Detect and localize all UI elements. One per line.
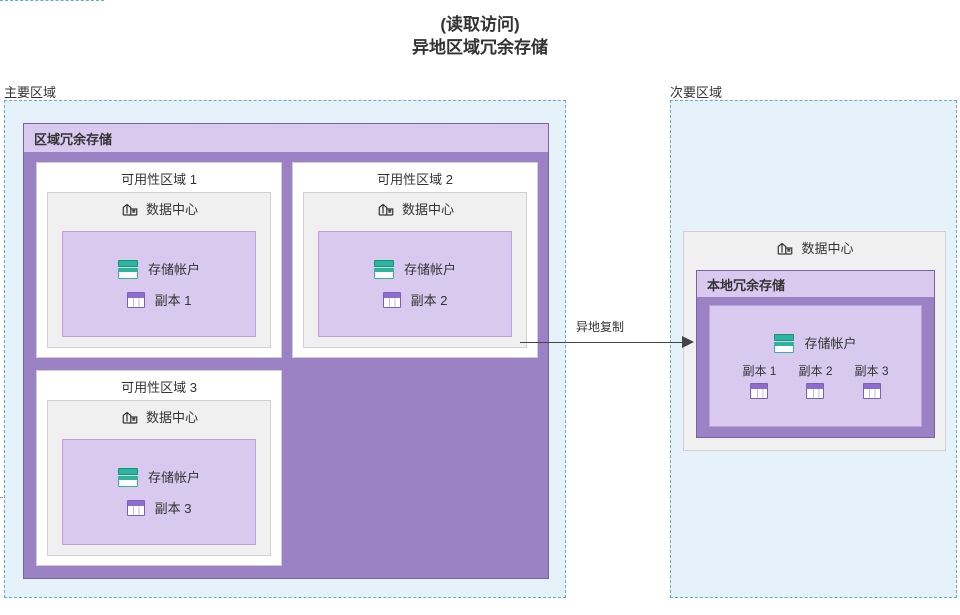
az1-dc-header: 数据中心	[48, 193, 270, 222]
secondary-replica-1: 副本 1	[742, 362, 776, 399]
az3-storage-row: 存储帐户	[118, 467, 200, 486]
az1-dc-label: 数据中心	[146, 199, 198, 218]
az3-title: 可用性区域 3	[37, 371, 281, 400]
az2-dc-label: 数据中心	[402, 199, 454, 218]
datacenter-icon	[120, 408, 140, 426]
az1-replica-row: 副本 1	[127, 290, 192, 309]
az3-replica-label: 副本 3	[155, 498, 192, 517]
storage-icon	[774, 334, 794, 352]
zrs-title: 区域冗余存储	[24, 124, 548, 152]
replica-icon	[127, 292, 145, 308]
lrs-container: 本地冗余存储 存储帐户 副本 1 副本 2 副本 3	[696, 270, 935, 438]
secondary-storage-label: 存储帐户	[804, 333, 856, 352]
secondary-dc-header: 数据中心	[684, 232, 945, 261]
replica-icon	[863, 383, 881, 399]
az1-replica-label: 副本 1	[155, 290, 192, 309]
az3-datacenter: 数据中心 存储帐户 副本 3	[47, 400, 271, 556]
storage-icon	[374, 260, 394, 278]
az1-storage-label: 存储帐户	[148, 259, 200, 278]
arrow-label: 异地复制	[576, 318, 624, 335]
availability-zone-1: 可用性区域 1 数据中心 存储帐户 副本 1	[36, 162, 282, 358]
replica-icon	[750, 383, 768, 399]
lrs-title: 本地冗余存储	[697, 271, 934, 297]
az2-datacenter: 数据中心 存储帐户 副本 2	[303, 192, 527, 348]
az1-storage-box: 存储帐户 副本 1	[62, 231, 256, 337]
replica-icon	[806, 383, 824, 399]
secondary-replica-2: 副本 2	[798, 362, 832, 399]
zrs-container: 区域冗余存储 可用性区域 1 数据中心 存储帐户	[23, 123, 549, 579]
az2-title: 可用性区域 2	[293, 163, 537, 192]
az2-replica-label: 副本 2	[411, 290, 448, 309]
replica-2-label: 副本 2	[798, 362, 832, 379]
az2-dc-header: 数据中心	[304, 193, 526, 222]
datacenter-icon	[120, 200, 140, 218]
az1-storage-row: 存储帐户	[118, 259, 200, 278]
arrow-head-icon	[682, 336, 694, 348]
geo-replication-arrow: 异地复制	[520, 336, 696, 366]
availability-zone-2: 可用性区域 2 数据中心 存储帐户 副本 2	[292, 162, 538, 358]
az3-storage-box: 存储帐户 副本 3	[62, 439, 256, 545]
storage-icon	[118, 468, 138, 486]
az3-dc-header: 数据中心	[48, 401, 270, 430]
secondary-dc-label: 数据中心	[801, 238, 853, 257]
datacenter-icon	[376, 200, 396, 218]
az3-dc-label: 数据中心	[146, 407, 198, 426]
replica-1-label: 副本 1	[742, 362, 776, 379]
az2-storage-label: 存储帐户	[404, 259, 456, 278]
secondary-region: 数据中心 本地冗余存储 存储帐户 副本 1 副本 2	[670, 100, 957, 598]
replica-icon	[127, 500, 145, 516]
secondary-replica-row: 副本 1 副本 2 副本 3	[742, 362, 888, 399]
arrow-line	[520, 342, 686, 343]
title-line-1: (读取访问)	[0, 14, 960, 37]
datacenter-icon	[775, 239, 795, 257]
primary-region-label: 主要区域	[4, 82, 56, 101]
secondary-replica-3: 副本 3	[855, 362, 889, 399]
az1-title: 可用性区域 1	[37, 163, 281, 192]
storage-icon	[118, 260, 138, 278]
az2-replica-row: 副本 2	[383, 290, 448, 309]
lrs-storage-box: 存储帐户 副本 1 副本 2 副本 3	[709, 305, 922, 427]
primary-region: 区域冗余存储 可用性区域 1 数据中心 存储帐户	[4, 100, 566, 598]
az2-storage-box: 存储帐户 副本 2	[318, 231, 512, 337]
secondary-datacenter: 数据中心 本地冗余存储 存储帐户 副本 1 副本 2	[683, 231, 946, 451]
replica-3-label: 副本 3	[855, 362, 889, 379]
replica-icon	[383, 292, 401, 308]
az3-replica-row: 副本 3	[127, 498, 192, 517]
secondary-storage-row: 存储帐户	[774, 333, 856, 352]
secondary-region-label: 次要区域	[670, 82, 722, 101]
az1-datacenter: 数据中心 存储帐户 副本 1	[47, 192, 271, 348]
diagram-title: (读取访问) 异地区域冗余存储	[0, 14, 960, 60]
title-line-2: 异地区域冗余存储	[0, 37, 960, 60]
availability-zone-3: 可用性区域 3 数据中心 存储帐户 副本 3	[36, 370, 282, 566]
az2-storage-row: 存储帐户	[374, 259, 456, 278]
az3-storage-label: 存储帐户	[148, 467, 200, 486]
